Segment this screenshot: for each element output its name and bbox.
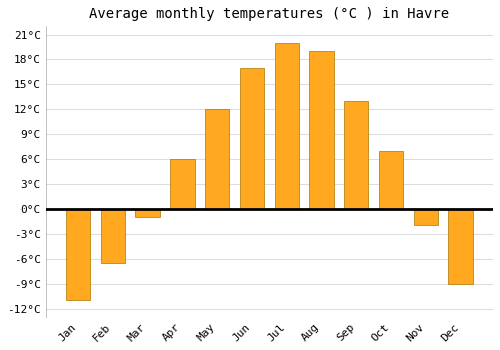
Bar <box>136 209 160 217</box>
Bar <box>310 51 334 209</box>
Bar <box>170 159 194 209</box>
Bar <box>379 151 403 209</box>
Bar <box>66 209 90 300</box>
Bar <box>344 101 368 209</box>
Bar <box>100 209 125 263</box>
Bar <box>414 209 438 225</box>
Title: Average monthly temperatures (°C ) in Havre: Average monthly temperatures (°C ) in Ha… <box>89 7 450 21</box>
Bar <box>240 68 264 209</box>
Bar <box>448 209 472 284</box>
Bar <box>274 43 299 209</box>
Bar <box>205 109 230 209</box>
